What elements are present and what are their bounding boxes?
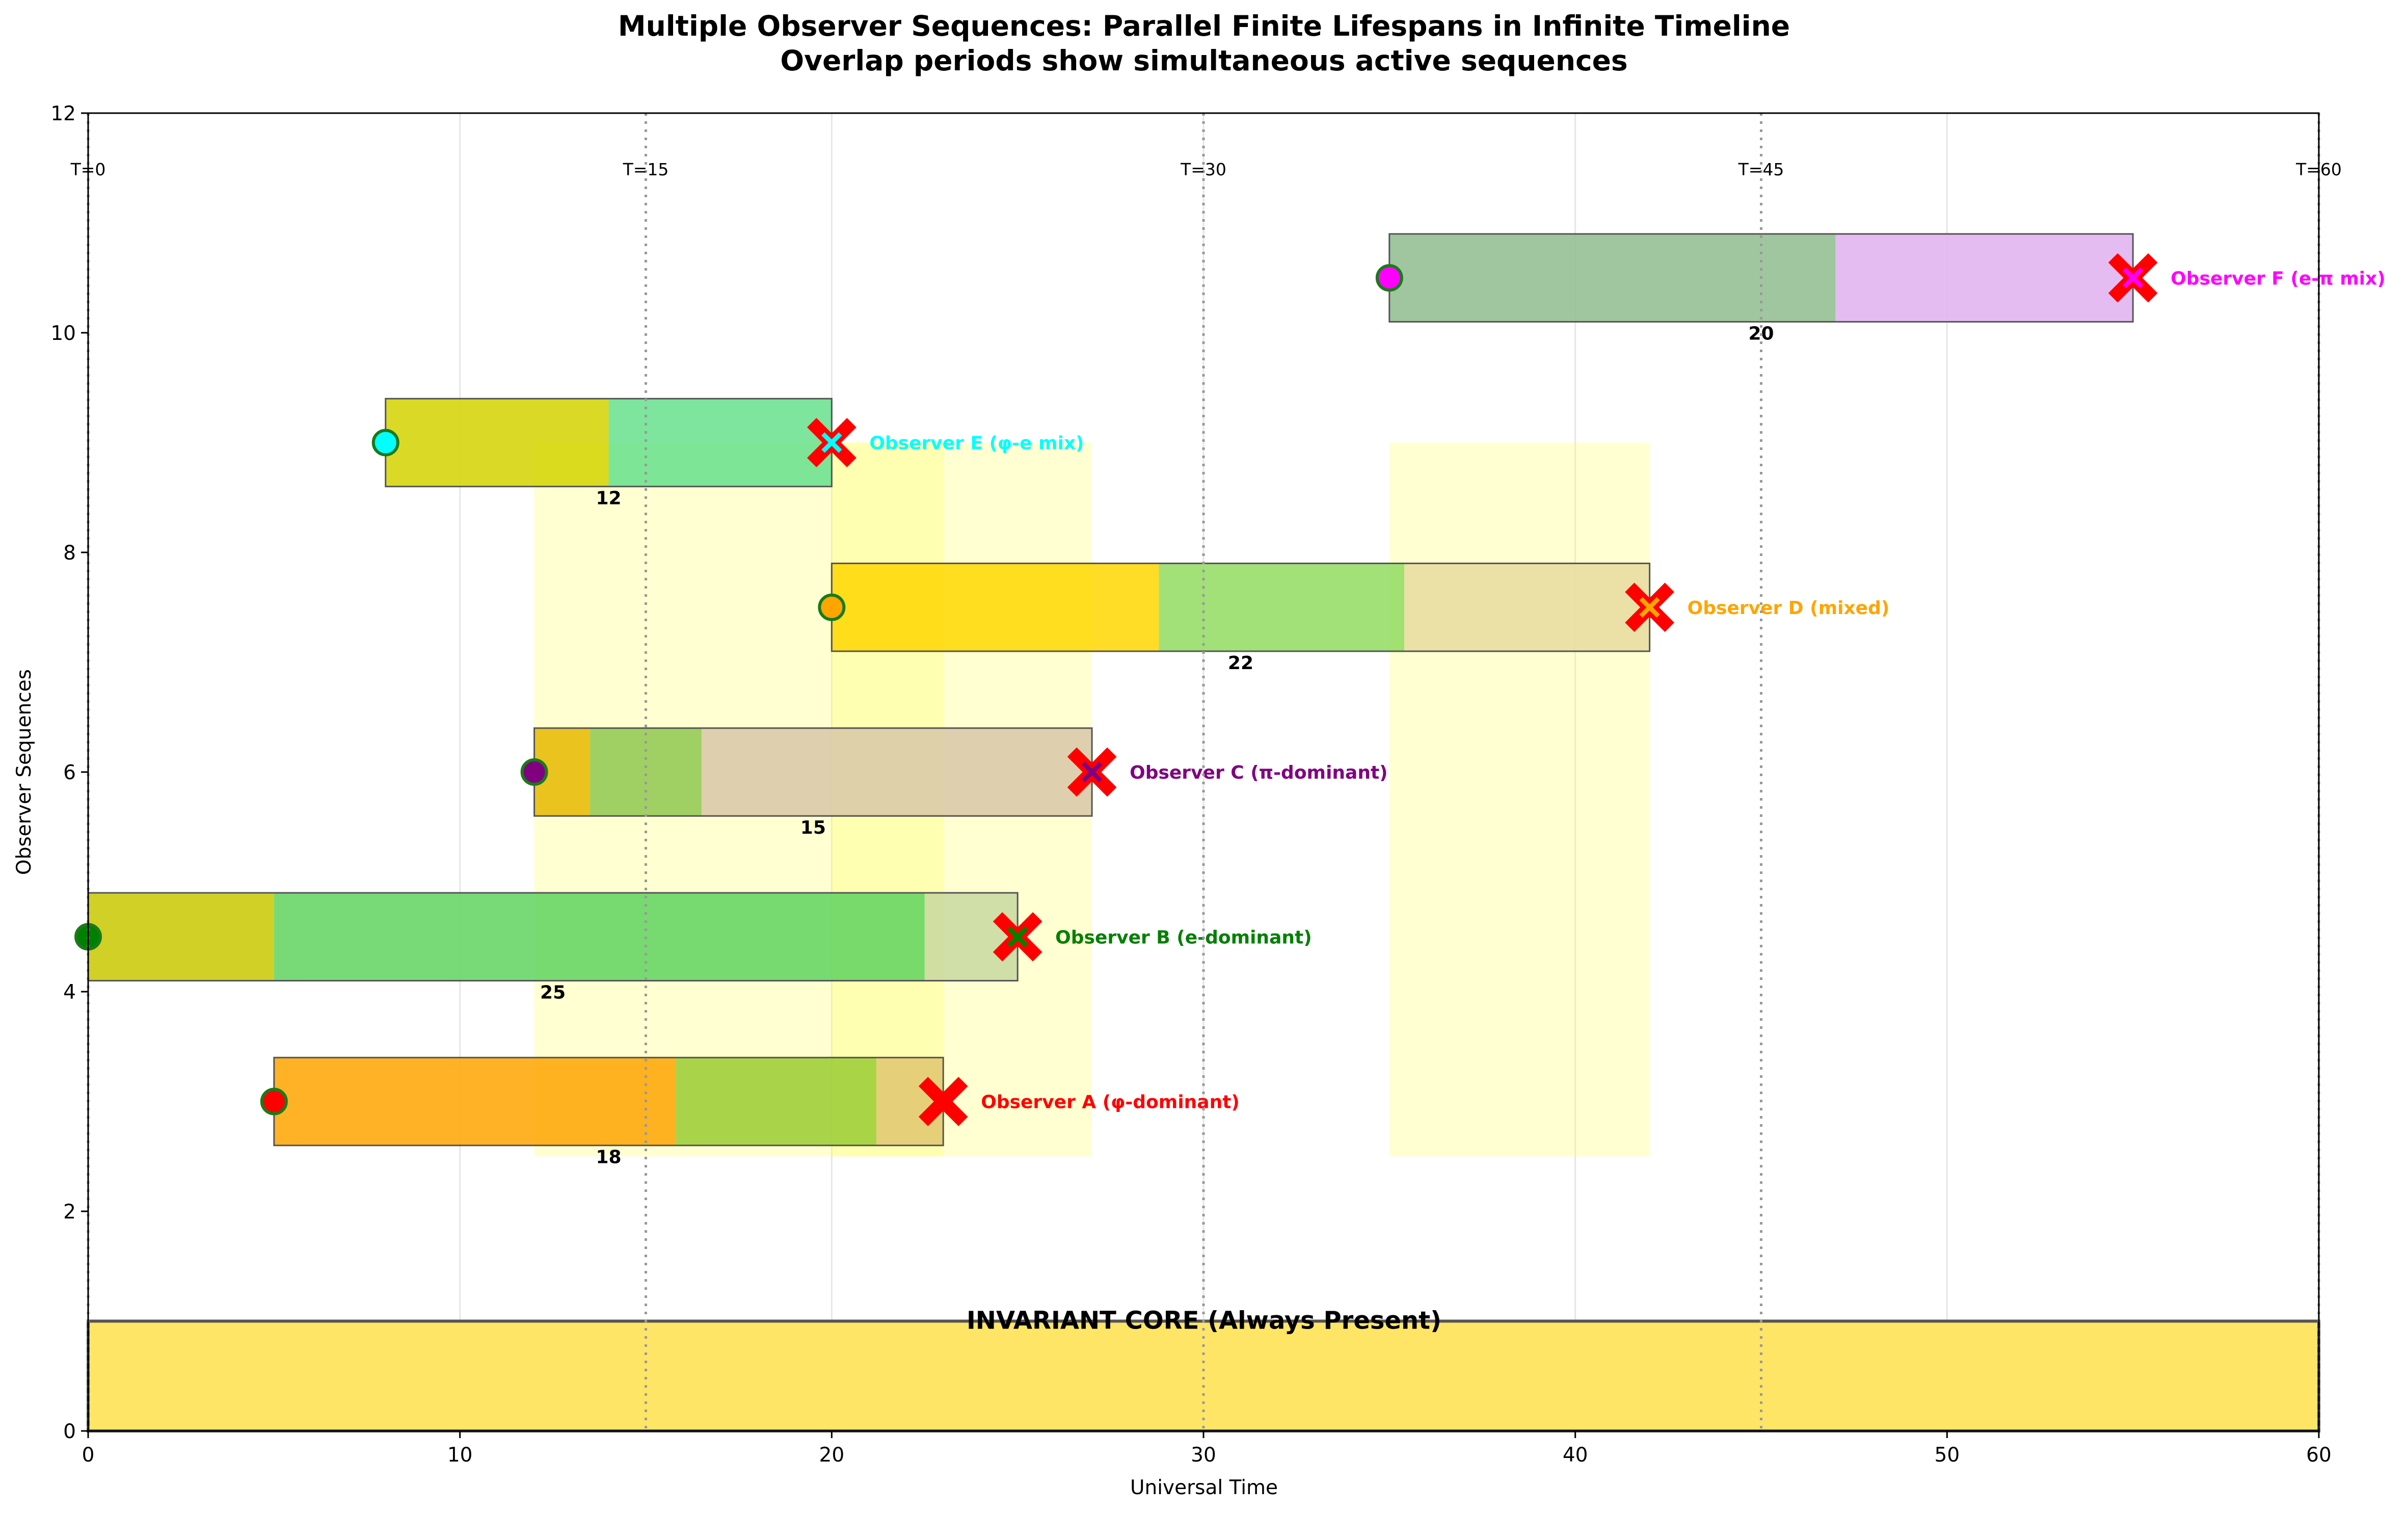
death-marker-inner <box>1081 761 1103 783</box>
lifespan-label: 18 <box>596 1147 621 1168</box>
birth-marker <box>1375 264 1403 292</box>
x-axis-label: Universal Time <box>1130 1476 1278 1499</box>
birth-marker <box>371 429 399 457</box>
birth-marker <box>818 593 846 621</box>
lifespan-label: 12 <box>596 488 621 509</box>
observer-label: Observer E (φ-e mix) <box>869 433 1084 454</box>
x-tick-label: 40 <box>1563 1444 1588 1467</box>
observer-segment <box>832 563 1159 651</box>
observer-segment <box>88 893 274 981</box>
birth-marker <box>260 1087 288 1116</box>
observer-segment <box>385 399 609 487</box>
chart-title-line-2: Overlap periods show simultaneous active… <box>780 44 1627 77</box>
birth-marker <box>520 758 548 786</box>
y-axis-label: Observer Sequences <box>13 669 36 875</box>
observer-label: Observer C (π-dominant) <box>1130 762 1388 783</box>
observer-segment <box>924 893 1018 981</box>
y-tick-label: 4 <box>63 981 76 1004</box>
observer-segment <box>274 893 925 981</box>
y-tick-label: 0 <box>63 1420 76 1443</box>
observer-segment <box>675 1057 876 1146</box>
observer-label: Observer A (φ-dominant) <box>981 1092 1240 1113</box>
observer-label: Observer B (e-dominant) <box>1055 927 1312 948</box>
observer-segment <box>1404 563 1650 651</box>
y-tick-label: 12 <box>50 102 76 125</box>
x-tick-label: 50 <box>1935 1444 1960 1467</box>
x-tick-label: 0 <box>82 1444 95 1467</box>
lifespan-label: 25 <box>540 982 566 1003</box>
death-marker-inner <box>1007 926 1028 947</box>
time-marker-label: T=45 <box>1738 160 1784 179</box>
plot-area: INVARIANT CORE (Always Present)18Observe… <box>50 102 2385 1467</box>
observer-segment <box>701 728 1092 816</box>
overlap-region <box>1389 442 1650 1157</box>
death-marker-inner <box>1639 597 1660 618</box>
y-tick-label: 8 <box>63 542 76 565</box>
death-marker-inner <box>2122 268 2144 288</box>
observer-segment <box>876 1057 944 1146</box>
observer-segment <box>1389 234 1836 322</box>
observer-segment <box>608 399 832 487</box>
observer-segment <box>274 1057 676 1146</box>
x-tick-label: 60 <box>2306 1444 2332 1467</box>
y-tick-label: 10 <box>50 322 76 345</box>
observer-label: Observer F (e-π mix) <box>2171 268 2386 289</box>
y-tick-label: 2 <box>63 1201 76 1224</box>
observer-segment <box>1835 234 2133 322</box>
observer-segment <box>1159 563 1405 651</box>
death-marker-inner <box>821 432 842 453</box>
death-marker-inner <box>933 1091 954 1112</box>
time-marker-label: T=15 <box>623 160 669 179</box>
y-tick-label: 6 <box>63 761 76 784</box>
x-tick-label: 10 <box>447 1444 473 1467</box>
chart-title-line-1: Multiple Observer Sequences: Parallel Fi… <box>618 10 1790 42</box>
observer-label: Observer D (mixed) <box>1688 598 1890 619</box>
lifespan-label: 22 <box>1228 653 1253 674</box>
lifespan-label: 15 <box>800 817 826 838</box>
time-marker-label: T=30 <box>1180 160 1226 179</box>
x-tick-label: 20 <box>819 1444 845 1467</box>
x-tick-label: 30 <box>1191 1444 1216 1467</box>
